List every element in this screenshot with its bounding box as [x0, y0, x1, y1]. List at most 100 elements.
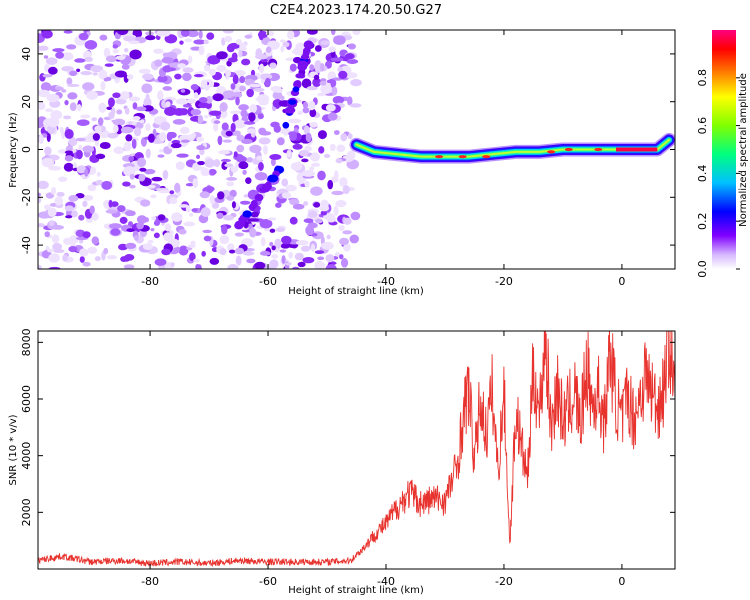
noise-blob — [95, 153, 106, 160]
noise-blob — [142, 73, 154, 81]
noise-blob — [108, 111, 115, 120]
noise-blob — [124, 257, 130, 262]
noise-blob — [187, 244, 196, 248]
noise-blob — [320, 199, 329, 209]
noise-blob — [151, 176, 163, 182]
noise-blob — [316, 92, 326, 97]
noise-blob — [280, 45, 285, 53]
noise-blob — [99, 34, 108, 41]
noise-blob — [327, 112, 338, 121]
noise-blob — [62, 254, 68, 262]
noise-blob — [103, 247, 109, 255]
noise-blob — [230, 83, 236, 90]
heatmap-layer — [38, 30, 675, 269]
streak-blob — [302, 51, 309, 60]
noise-blob — [224, 163, 234, 168]
noise-blob — [48, 220, 55, 227]
noise-blob — [254, 171, 268, 181]
noise-blob — [98, 69, 108, 80]
noise-blob — [58, 176, 68, 182]
noise-blob — [186, 30, 199, 38]
noise-blob — [51, 234, 60, 244]
noise-blob — [51, 224, 64, 230]
noise-blob — [38, 192, 42, 197]
noise-blob — [162, 169, 169, 180]
noise-blob — [238, 104, 250, 111]
noise-blob — [157, 75, 168, 83]
noise-blob — [61, 89, 67, 93]
noise-blob — [350, 78, 362, 87]
noise-blob — [272, 91, 283, 100]
noise-blob — [183, 221, 196, 227]
snr-axes: -80 -60 -40 -20 0 2000 4000 6000 8000 — [20, 328, 675, 588]
noise-blob — [301, 170, 315, 177]
noise-blob — [325, 104, 336, 112]
noise-blob — [280, 95, 285, 101]
noise-blob — [41, 157, 55, 168]
noise-blob — [217, 191, 225, 200]
noise-blob — [48, 165, 62, 171]
noise-blob — [309, 152, 320, 162]
noise-blob — [113, 124, 119, 133]
noise-blob — [329, 143, 336, 152]
noise-blob — [190, 84, 199, 91]
noise-blob — [78, 32, 89, 41]
streak-blob — [267, 174, 279, 183]
noise-blob — [179, 126, 190, 135]
noise-blob — [178, 229, 187, 235]
noise-blob — [340, 133, 348, 142]
noise-blob — [45, 57, 58, 66]
noise-blob — [314, 250, 325, 255]
noise-blob — [238, 50, 243, 58]
noise-blob — [206, 32, 215, 40]
noise-blob — [347, 96, 353, 106]
noise-blob — [314, 45, 322, 52]
noise-blob — [312, 77, 322, 87]
noise-blob — [270, 121, 280, 128]
noise-blob — [305, 132, 312, 143]
noise-blob — [198, 45, 205, 56]
noise-blob — [169, 197, 178, 205]
streak-blob — [234, 220, 246, 228]
noise-blob — [209, 169, 217, 176]
noise-blob — [67, 92, 78, 100]
noise-blob — [334, 252, 341, 258]
noise-blob — [228, 249, 236, 254]
track-hotspot — [482, 155, 491, 159]
noise-blob — [262, 145, 268, 155]
noise-blob — [343, 243, 351, 252]
noise-blob — [243, 194, 249, 198]
streak-blob — [297, 60, 309, 69]
noise-blob — [86, 91, 98, 100]
noise-blob — [201, 250, 206, 257]
noise-blob — [125, 210, 136, 217]
noise-blob — [222, 30, 234, 34]
noise-blob — [309, 108, 317, 118]
noise-blob — [226, 195, 235, 201]
noise-blob — [145, 148, 151, 159]
noise-blob — [52, 243, 63, 251]
noise-blob — [182, 104, 193, 108]
noise-blob — [132, 102, 138, 110]
noise-blob — [258, 137, 271, 145]
x-tick-label: 0 — [618, 575, 625, 588]
noise-blob — [281, 192, 292, 199]
noise-blob — [84, 168, 89, 177]
noise-blob — [242, 169, 247, 175]
noise-blob — [175, 98, 189, 105]
noise-blob — [230, 166, 239, 173]
noise-blob — [224, 35, 233, 43]
noise-blob — [196, 145, 206, 151]
noise-blob — [188, 212, 194, 217]
noise-blob — [126, 228, 135, 233]
noise-blob — [38, 89, 50, 98]
noise-blob — [295, 240, 309, 246]
noise-blob — [54, 196, 64, 206]
noise-blob — [310, 243, 316, 253]
noise-blob — [232, 130, 241, 136]
noise-blob — [219, 102, 228, 112]
noise-blob — [136, 215, 147, 224]
noise-blob — [82, 194, 94, 201]
noise-blob — [301, 158, 309, 163]
noise-blob — [182, 67, 194, 73]
